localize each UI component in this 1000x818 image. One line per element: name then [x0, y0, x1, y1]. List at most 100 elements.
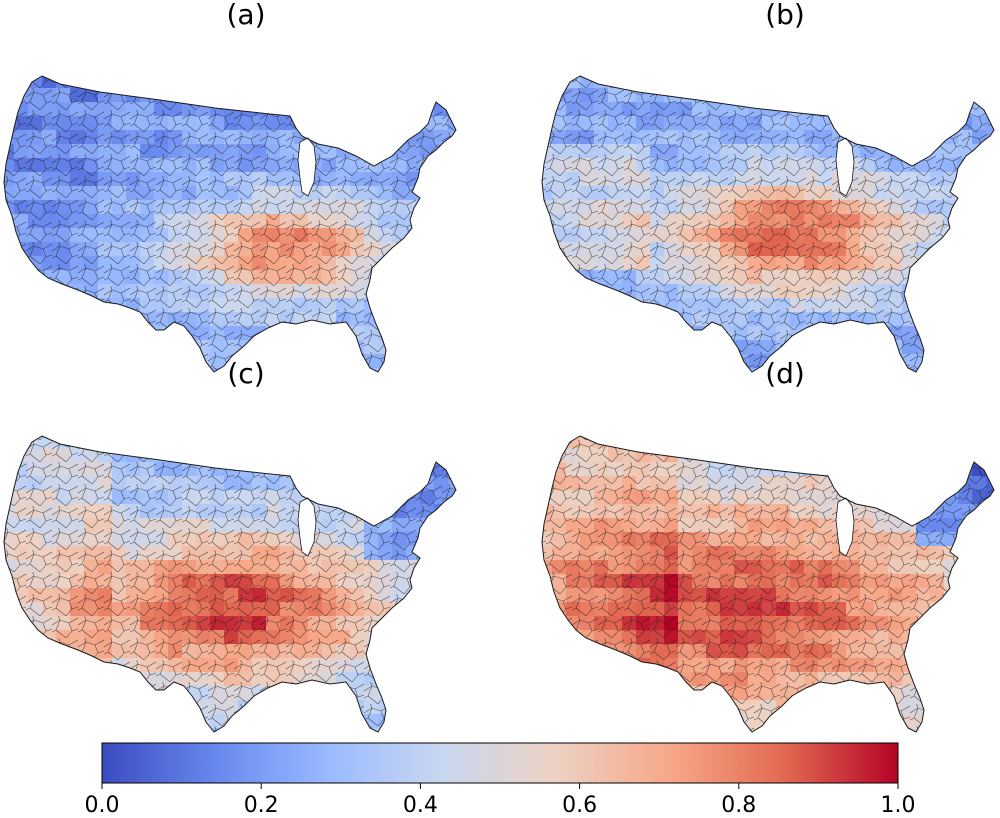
map-cell: [972, 88, 987, 103]
map-cell: [846, 32, 861, 47]
map-cell: [56, 46, 71, 61]
map-cell: [14, 616, 29, 631]
map-cell: [860, 368, 875, 372]
map-cell: [720, 76, 735, 89]
map-cell: [776, 392, 791, 407]
map-cell: [818, 392, 833, 407]
map-cell: [860, 116, 875, 131]
map-cell: [958, 214, 973, 229]
map-cell: [986, 672, 994, 687]
map-cell: [168, 436, 183, 449]
map-cell: [678, 420, 693, 435]
map-cell: [552, 270, 567, 285]
map-cell: [238, 448, 253, 463]
map-cell: [776, 76, 791, 89]
map-cell: [916, 298, 931, 313]
map-cell: [692, 60, 707, 75]
map-cell: [748, 60, 763, 75]
map-cell: [378, 102, 393, 117]
map-cell: [280, 728, 295, 732]
map-cell: [4, 476, 15, 491]
map-cell: [818, 340, 833, 355]
map-cell: [4, 658, 15, 673]
map-cell: [182, 76, 197, 89]
map-cell: [434, 658, 449, 673]
map-cell: [986, 340, 994, 355]
map-cell: [902, 476, 917, 491]
map-cell: [84, 406, 99, 421]
map-cell: [776, 406, 791, 421]
map-cell: [958, 436, 973, 449]
map-cell: [804, 392, 819, 407]
map-cell: [378, 130, 393, 145]
map-cell: [860, 700, 875, 715]
map-cell: [168, 354, 183, 369]
map-cell: [448, 200, 456, 215]
map-cell: [958, 602, 973, 617]
us-outline: [3, 75, 457, 373]
map-cell: [350, 436, 365, 449]
map-cell: [930, 616, 945, 631]
map-cell: [860, 728, 875, 732]
map-cell: [448, 686, 456, 701]
map-cell: [420, 436, 435, 449]
map-cell: [678, 76, 693, 89]
map-cell: [28, 298, 43, 313]
map-cell: [930, 700, 945, 715]
map-cell: [98, 686, 113, 701]
map-cell: [434, 326, 449, 341]
map-cell: [622, 436, 637, 449]
map-cell: [804, 88, 819, 103]
map-cell: [252, 448, 267, 463]
map-cell: [762, 60, 777, 75]
map-cell: [56, 312, 71, 327]
map-cell: [126, 46, 141, 61]
map-cell: [776, 728, 791, 732]
map-cell: [986, 354, 994, 369]
map-cell: [986, 588, 994, 603]
map-cell: [804, 76, 819, 89]
map-cell: [930, 658, 945, 673]
map-cell: [406, 644, 421, 659]
map-cell: [448, 546, 456, 561]
map-cell: [944, 476, 959, 491]
map-cell: [182, 406, 197, 421]
map-cell: [434, 340, 449, 355]
map-cell: [748, 448, 763, 463]
map-cell: [336, 354, 351, 369]
map-cell: [874, 340, 889, 355]
map-cell: [112, 46, 127, 61]
map-cell: [542, 354, 553, 369]
map-cell: [266, 406, 281, 421]
map-cell: [986, 462, 994, 477]
map-cell: [42, 644, 57, 659]
map-cell: [378, 462, 393, 477]
map-cell: [636, 672, 651, 687]
map-cell: [238, 714, 253, 729]
map-cell: [650, 46, 665, 61]
map-cell: [804, 60, 819, 75]
map-cell: [552, 368, 567, 372]
map-cell: [986, 714, 994, 729]
map-cell: [238, 436, 253, 449]
map-cell: [832, 448, 847, 463]
map-cell: [664, 368, 679, 372]
map-cell: [804, 32, 819, 47]
map-cell: [350, 76, 365, 89]
map-cell: [608, 672, 623, 687]
map-cell: [322, 448, 337, 463]
map-cell: [888, 88, 903, 103]
map-cell: [594, 340, 609, 355]
map-cell: [84, 658, 99, 673]
map-cell: [392, 284, 407, 299]
map-cell: [958, 616, 973, 631]
map-cell: [154, 76, 169, 89]
map-cell: [902, 448, 917, 463]
map-cell: [958, 46, 973, 61]
map-cell: [14, 76, 29, 89]
map-cell: [42, 284, 57, 299]
map-cell: [916, 312, 931, 327]
map-cell: [902, 130, 917, 145]
map-cell: [552, 420, 567, 435]
map-cell: [182, 46, 197, 61]
